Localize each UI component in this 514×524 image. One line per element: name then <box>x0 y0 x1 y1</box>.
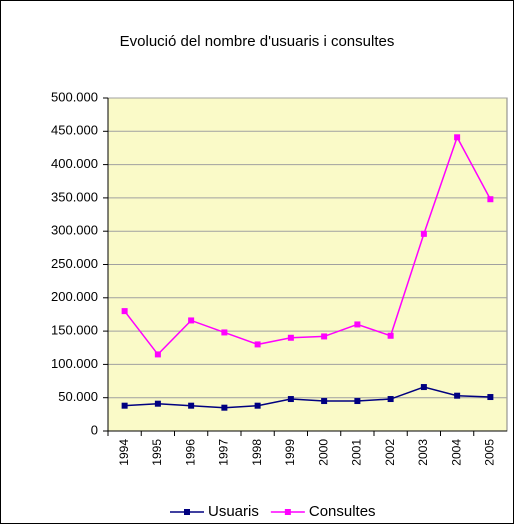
point <box>221 404 228 411</box>
point <box>121 402 128 409</box>
y-tick-label: 250.000 <box>51 256 98 271</box>
x-tick-label: 2000 <box>316 439 330 466</box>
point <box>321 398 328 405</box>
x-tick-label: 1998 <box>250 439 264 466</box>
series-line <box>124 386 491 409</box>
point <box>387 332 394 339</box>
y-tick-label: 300.000 <box>51 223 98 238</box>
y-tick-label: 400.000 <box>51 156 98 171</box>
point <box>154 351 161 358</box>
legend-label: Consultes <box>309 503 376 520</box>
x-tick-label: 1996 <box>183 439 197 466</box>
point <box>154 400 161 407</box>
legend-marker <box>184 509 190 515</box>
point <box>221 329 228 336</box>
point <box>121 308 128 315</box>
point <box>454 134 461 141</box>
y-tick-label: 200.000 <box>51 289 98 304</box>
point <box>188 402 195 409</box>
x-tick-label: 2003 <box>416 439 430 466</box>
y-tick-label: 500.000 <box>51 89 98 104</box>
y-tick-label: 350.000 <box>51 189 98 204</box>
point <box>420 384 427 391</box>
point <box>287 334 294 341</box>
point <box>487 196 494 203</box>
point <box>254 341 261 348</box>
point <box>354 398 361 405</box>
point <box>354 321 361 328</box>
x-tick-label: 1999 <box>283 439 297 466</box>
x-tick-label: 2005 <box>483 439 497 466</box>
y-tick-label: 450.000 <box>51 123 98 138</box>
x-tick-label: 1997 <box>217 439 231 466</box>
series-line <box>124 135 492 356</box>
point <box>420 230 427 237</box>
legend-label: Usuaris <box>208 503 259 520</box>
y-tick-label: 150.000 <box>51 323 98 338</box>
y-tick-label: 100.000 <box>51 356 98 371</box>
legend-marker <box>284 509 291 515</box>
point <box>487 394 494 401</box>
x-tick-label: 1994 <box>117 439 131 466</box>
chart-title: Evolució del nombre d'usuaris i consulte… <box>120 33 395 50</box>
point <box>254 402 261 409</box>
y-tick-label: 0 <box>91 422 98 437</box>
point <box>321 333 328 340</box>
point <box>387 396 394 403</box>
x-tick-label: 2002 <box>383 439 397 466</box>
x-tick-label: 1995 <box>150 439 164 466</box>
y-tick-label: 50.000 <box>58 389 98 404</box>
point <box>287 396 294 403</box>
point <box>454 392 461 399</box>
x-tick-label: 2004 <box>449 439 463 466</box>
point <box>188 317 195 324</box>
x-tick-label: 2001 <box>350 439 364 466</box>
